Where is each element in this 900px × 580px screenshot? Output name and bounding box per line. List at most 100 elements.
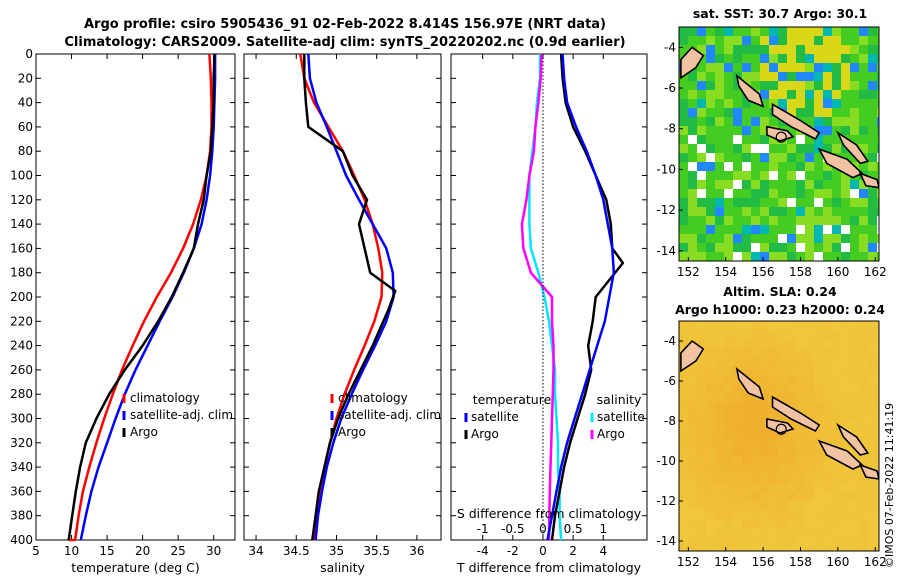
sst-cell (697, 63, 706, 72)
sla-cell (859, 492, 869, 502)
sst-cell (823, 117, 832, 126)
sst-cell (796, 27, 805, 36)
sst-cell (742, 171, 751, 180)
sla-cell (832, 366, 842, 376)
sst-cell (859, 162, 868, 171)
sla-cell (841, 348, 851, 358)
sst-cell (814, 216, 823, 225)
sla-cell (679, 501, 689, 511)
sst-cell (814, 36, 823, 45)
sla-cell (877, 447, 879, 457)
sla-cell (796, 357, 806, 367)
sst-cell (823, 45, 832, 54)
sla-cell (733, 438, 743, 448)
sst-cell (706, 252, 715, 261)
sla-cell (868, 546, 878, 551)
sst-cell (796, 144, 805, 153)
sla-cell (715, 393, 725, 403)
sst-cell (706, 54, 715, 63)
sst-cell (760, 252, 769, 261)
sla-cell (823, 474, 833, 484)
sla-cell (688, 519, 698, 529)
sla-cell (796, 528, 806, 538)
sla-cell (877, 420, 879, 430)
sla-cell (751, 321, 761, 331)
sst-cell (706, 126, 715, 135)
sst-cell (814, 135, 823, 144)
sst-cell (760, 63, 769, 72)
sla-cell (832, 501, 842, 511)
sst-cell (760, 81, 769, 90)
sla-cell (787, 348, 797, 358)
sst-cell (841, 225, 850, 234)
sla-cell (715, 357, 725, 367)
x-tick-label: 162 (864, 555, 887, 569)
sst-cell (688, 135, 697, 144)
sla-cell (877, 339, 879, 349)
sst-cell (805, 171, 814, 180)
sst-cell (769, 135, 778, 144)
sst-cell (724, 180, 733, 189)
sla-cell (877, 411, 879, 421)
sst-cell (751, 252, 760, 261)
sla-cell (733, 411, 743, 421)
sla-cell (778, 456, 788, 466)
sst-cell (733, 135, 742, 144)
sst-cell (859, 126, 868, 135)
sst-cell (679, 108, 688, 117)
sla-cell (778, 519, 788, 529)
sla-cell (868, 429, 878, 439)
sla-cell (742, 420, 752, 430)
sla-cell (850, 348, 860, 358)
x-tick-label: 2 (569, 544, 577, 558)
sst-cell (832, 234, 841, 243)
sst-cell (778, 198, 787, 207)
sst-cell (877, 189, 879, 198)
sla-cell (715, 537, 725, 547)
sla-cell (715, 366, 725, 376)
sla-cell (760, 456, 770, 466)
sst-cell (868, 45, 877, 54)
sla-cell (778, 357, 788, 367)
sst-cell (697, 207, 706, 216)
sla-cell (877, 438, 879, 448)
sla-cell (769, 429, 779, 439)
sst-cell (832, 171, 841, 180)
sla-cell (841, 384, 851, 394)
sst-cell (769, 72, 778, 81)
sla-cell (697, 384, 707, 394)
sst-cell (751, 27, 760, 36)
sla-cell (814, 546, 824, 551)
sla-cell (832, 465, 842, 475)
sst-cell (751, 234, 760, 243)
sst-cell (715, 27, 724, 36)
sst-cell (679, 171, 688, 180)
sst-cell (724, 126, 733, 135)
sla-cell (805, 339, 815, 349)
sst-cell (760, 225, 769, 234)
sla-cell (814, 348, 824, 358)
sla-cell (724, 501, 734, 511)
sla-cell (733, 510, 743, 520)
sst-cell (832, 243, 841, 252)
sst-cell (814, 99, 823, 108)
sst-cell (805, 117, 814, 126)
sla-cell (805, 492, 815, 502)
y-tick-label: 160 (10, 241, 33, 255)
sst-cell (859, 108, 868, 117)
sst-cell (697, 45, 706, 54)
sla-cell (706, 501, 716, 511)
sst-cell (688, 126, 697, 135)
sla-cell (823, 339, 833, 349)
sst-cell (724, 45, 733, 54)
sla-cell (868, 321, 878, 331)
sst-cell (742, 216, 751, 225)
sst-cell (688, 171, 697, 180)
sla-cell (796, 447, 806, 457)
sla-cell (841, 483, 851, 493)
sst-cell (688, 144, 697, 153)
island-coastline (771, 102, 821, 140)
sla-cell (706, 321, 716, 331)
sla-cell (805, 447, 815, 457)
sla-cell (850, 393, 860, 403)
